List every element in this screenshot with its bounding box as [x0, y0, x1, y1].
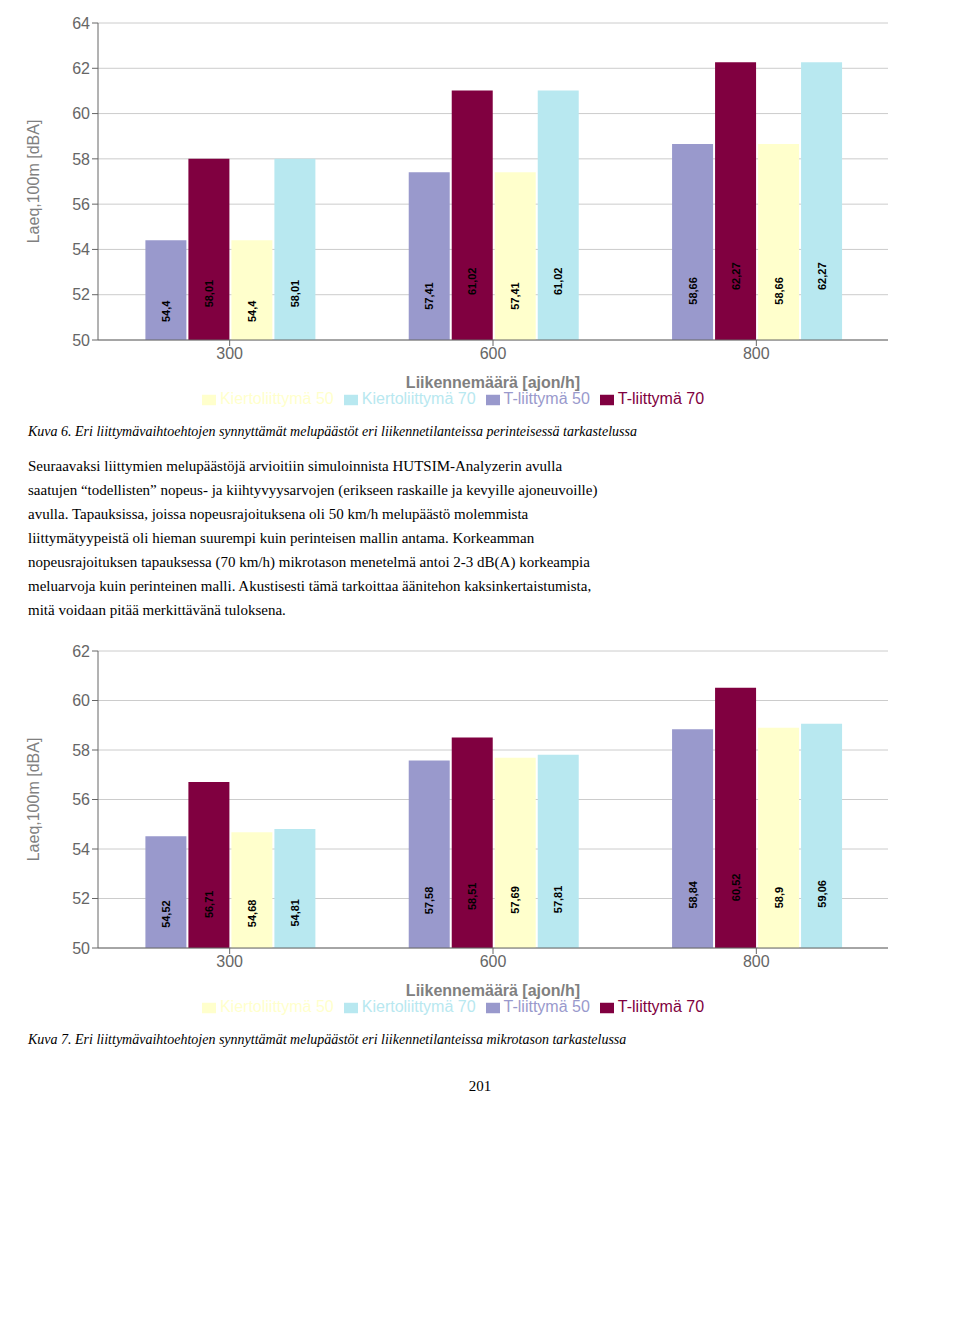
svg-text:58: 58 — [72, 742, 90, 759]
svg-text:54,4: 54,4 — [160, 300, 172, 322]
svg-text:Laeq,100m [dBA]: Laeq,100m [dBA] — [25, 738, 42, 862]
html-text:nopeusrajoituksen tapauksessa: nopeusrajoituksen tapauksessa (70 km/h) … — [28, 554, 590, 570]
svg-text:50: 50 — [72, 940, 90, 957]
svg-text:61,02: 61,02 — [466, 268, 478, 296]
svg-text:58: 58 — [72, 151, 90, 168]
svg-text:52: 52 — [72, 286, 90, 303]
svg-text:54,52: 54,52 — [160, 900, 172, 928]
svg-text:300: 300 — [216, 953, 243, 970]
html-text:T-liittymä 70: T-liittymä 70 — [617, 390, 705, 407]
html-text:Kuva 7. Eri liittymävaihtoehto: Kuva 7. Eri liittymävaihtoehtojen synnyt… — [28, 1032, 627, 1047]
html-text:saatujen “todellisten” nopeus-: saatujen “todellisten” nopeus- ja kiihty… — [28, 482, 598, 498]
svg-text:58,9: 58,9 — [773, 887, 785, 908]
html-text:Kiertoliittymä 50: Kiertoliittymä 50 — [219, 998, 334, 1015]
svg-text:57,41: 57,41 — [509, 282, 521, 310]
svg-text:Liikennemäärä [ajon/h]: Liikennemäärä [ajon/h] — [406, 982, 580, 999]
svg-text:60: 60 — [72, 692, 90, 709]
html-text:avulla. Tapauksissa, joissa no: avulla. Tapauksissa, joissa nopeusrajoit… — [28, 506, 529, 522]
svg-text:56,71: 56,71 — [203, 891, 215, 919]
svg-text:58,01: 58,01 — [203, 280, 215, 308]
svg-text:600: 600 — [480, 953, 507, 970]
html-text:liittymätyypeistä oli hieman s: liittymätyypeistä oli hieman suurempi ku… — [28, 530, 535, 546]
svg-text:58,84: 58,84 — [687, 880, 699, 908]
svg-text:57,81: 57,81 — [552, 886, 564, 914]
html-text:Kuva 6. Eri liittymävaihtoehto: Kuva 6. Eri liittymävaihtoehtojen synnyt… — [28, 424, 637, 439]
svg-text:54,4: 54,4 — [246, 300, 258, 322]
html-text:Kiertoliittymä 70: Kiertoliittymä 70 — [361, 998, 476, 1015]
svg-text:62,27: 62,27 — [730, 262, 742, 290]
svg-text:61,02: 61,02 — [552, 268, 564, 296]
svg-text:60,52: 60,52 — [730, 874, 742, 902]
html-text:T-liittymä 50: T-liittymä 50 — [503, 998, 590, 1015]
svg-text:57,69: 57,69 — [509, 886, 521, 914]
svg-text:800: 800 — [743, 345, 770, 362]
svg-text:64: 64 — [72, 15, 90, 32]
svg-text:54: 54 — [72, 241, 90, 258]
svg-text:54: 54 — [72, 841, 90, 858]
svg-text:58,01: 58,01 — [289, 280, 301, 308]
svg-text:62,27: 62,27 — [816, 262, 828, 290]
svg-text:Laeq,100m [dBA]: Laeq,100m [dBA] — [25, 120, 42, 244]
svg-text:54,68: 54,68 — [246, 900, 258, 928]
html-text:Kiertoliittymä 70: Kiertoliittymä 70 — [361, 390, 476, 407]
svg-text:800: 800 — [743, 953, 770, 970]
svg-text:Liikennemäärä [ajon/h]: Liikennemäärä [ajon/h] — [406, 374, 580, 391]
svg-text:54,81: 54,81 — [289, 899, 301, 927]
html-text:mitä voidaan pitää merkittävän: mitä voidaan pitää merkittävänä tuloksen… — [28, 602, 286, 618]
svg-text:52: 52 — [72, 890, 90, 907]
svg-text:56: 56 — [72, 196, 90, 213]
svg-text:50: 50 — [72, 332, 90, 349]
html-text:T-liittymä 70: T-liittymä 70 — [617, 998, 705, 1015]
html-text:T-liittymä 50: T-liittymä 50 — [503, 390, 590, 407]
svg-text:58,66: 58,66 — [773, 277, 785, 305]
svg-text:62: 62 — [72, 60, 90, 77]
html-text:Kiertoliittymä 50: Kiertoliittymä 50 — [219, 390, 334, 407]
svg-text:300: 300 — [216, 345, 243, 362]
svg-text:58,51: 58,51 — [466, 883, 478, 911]
svg-text:57,41: 57,41 — [423, 282, 435, 310]
svg-text:600: 600 — [480, 345, 507, 362]
svg-text:58,66: 58,66 — [687, 277, 699, 305]
svg-text:56: 56 — [72, 791, 90, 808]
html-text:Seuraavaksi liittymien melupää: Seuraavaksi liittymien melupäästöjä arvi… — [28, 458, 563, 474]
svg-text:60: 60 — [72, 105, 90, 122]
html-text:201: 201 — [468, 1078, 492, 1094]
svg-text:62: 62 — [72, 643, 90, 660]
svg-text:57,58: 57,58 — [423, 887, 435, 915]
html-text:meluarvoja kuin perinteinen ma: meluarvoja kuin perinteinen malli. Akust… — [28, 578, 592, 594]
svg-text:59,06: 59,06 — [816, 880, 828, 908]
